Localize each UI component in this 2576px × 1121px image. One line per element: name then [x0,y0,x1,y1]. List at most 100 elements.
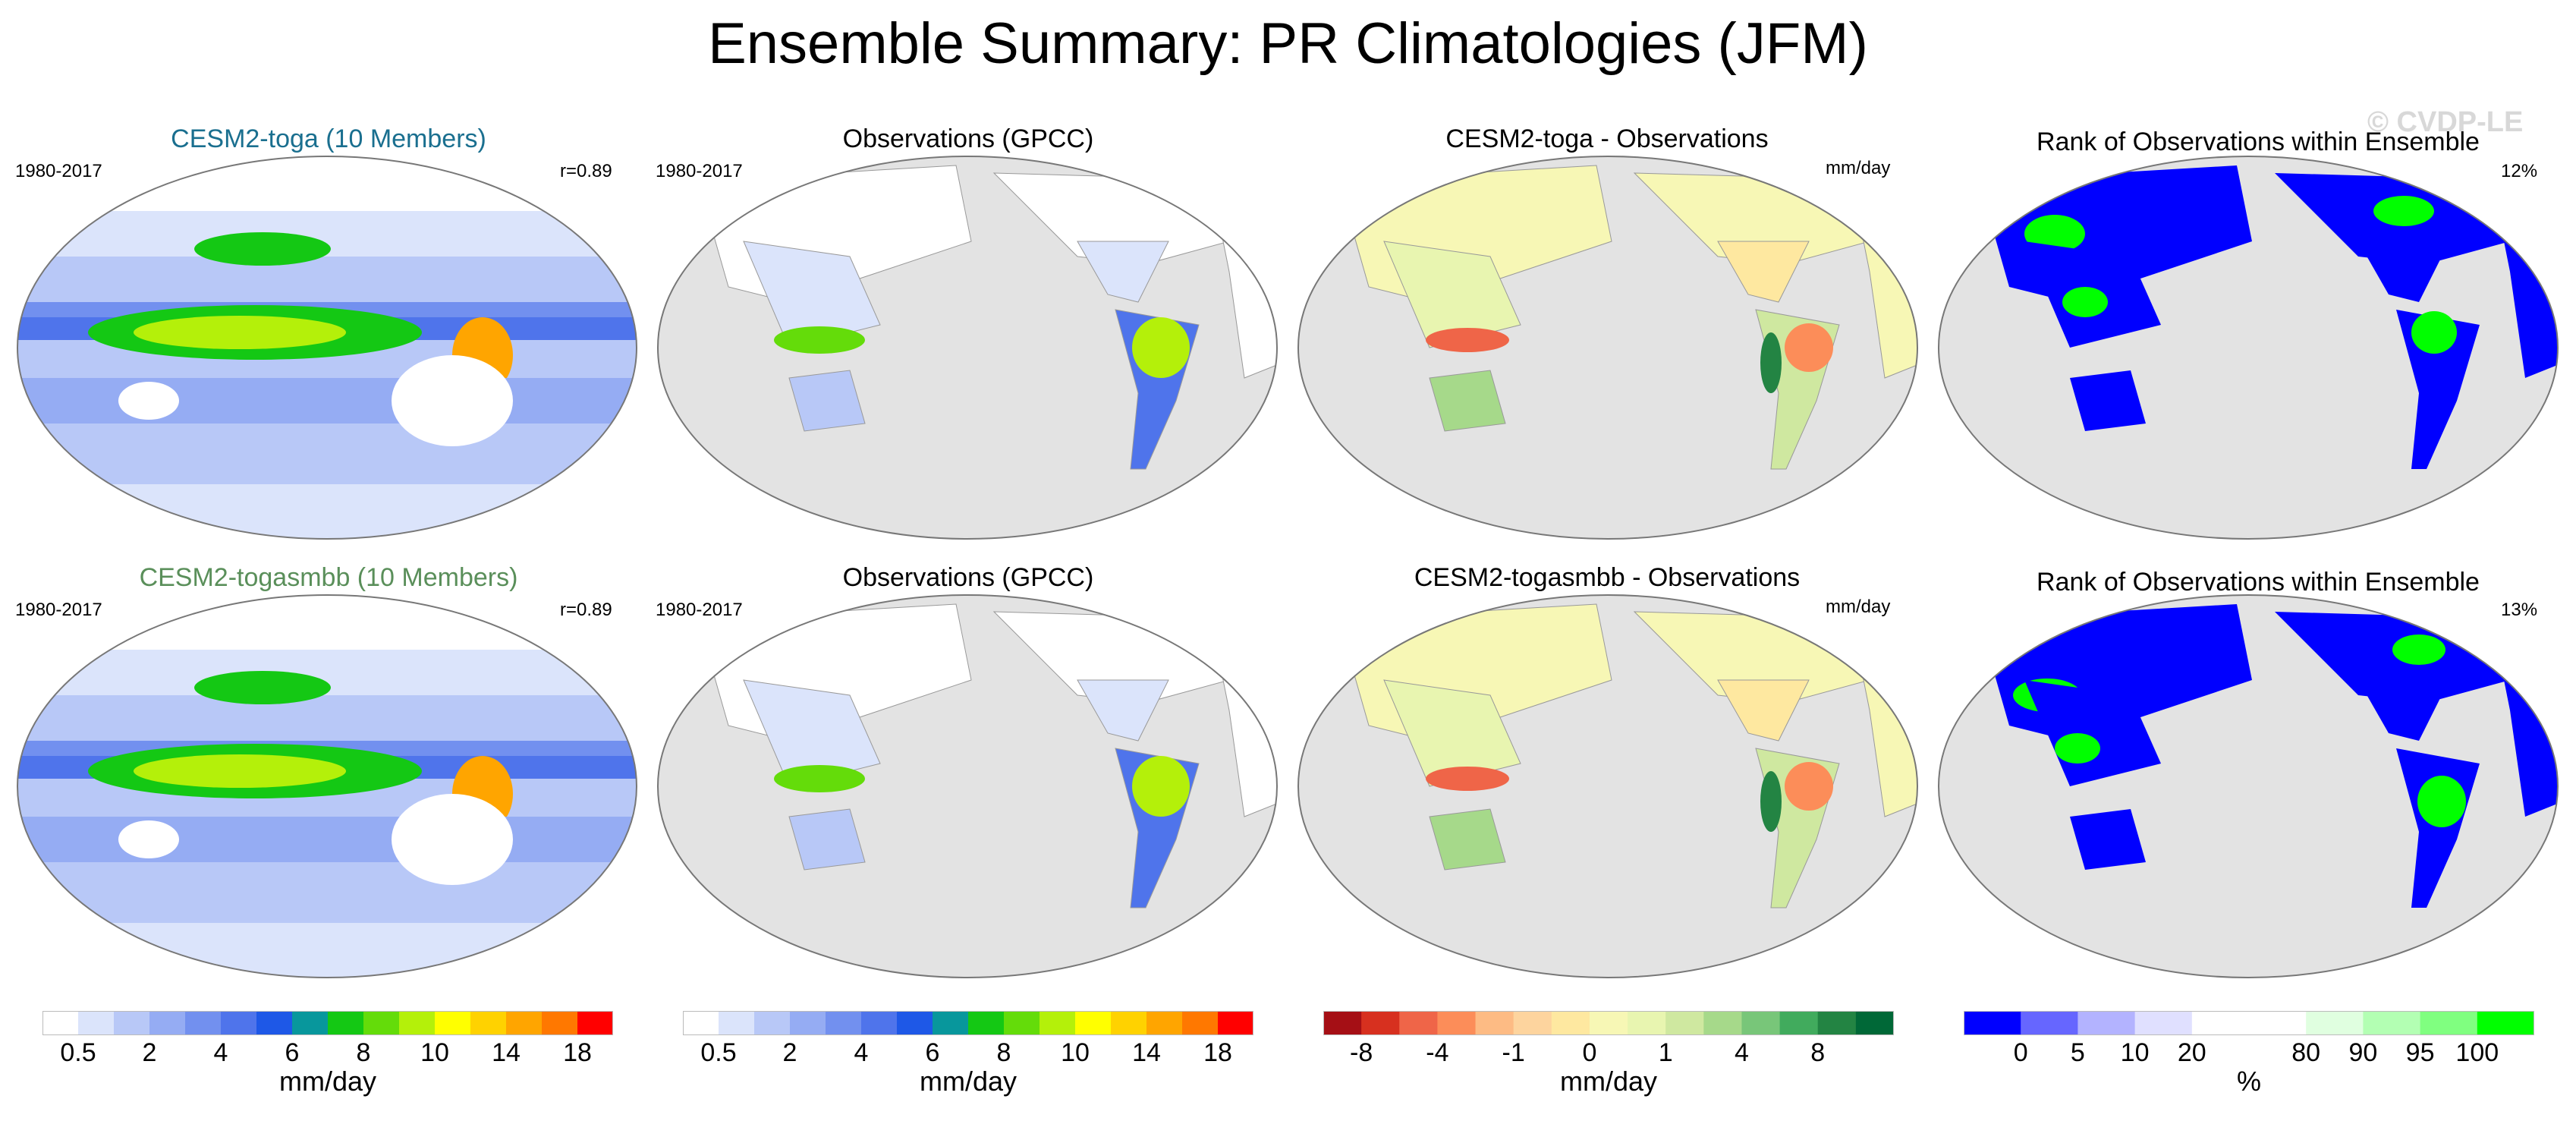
colorbar-tick-label: 95 [2405,1038,2435,1067]
colorbar-precip-model-units: mm/day [278,1066,377,1097]
watermark: © CVDP-LE [2367,106,2524,138]
colorbar-swatch [577,1011,614,1035]
diff-units-row1: mm/day [1826,158,1891,178]
colorbar-swatch [1551,1011,1590,1035]
colorbar-swatch [1964,1011,2021,1035]
colorbar-tick-label: 5 [2070,1038,2085,1067]
colorbar-swatch [42,1011,79,1035]
colorbar-swatch [1855,1011,1895,1035]
colorbar-frame [1323,1011,1894,1035]
model-corr-row2: r=0.89 [560,600,612,620]
colorbar-frame [1964,1011,2534,1035]
colorbar-swatch [256,1011,293,1035]
model-panel-title-row1: CESM2-toga (10 Members) [171,124,486,153]
colorbar-tick-label: 4 [854,1038,869,1067]
colorbar-swatch [506,1011,543,1035]
colorbar-swatch [754,1011,791,1035]
colorbar-swatch [2477,1011,2535,1035]
colorbar-tick-label: 6 [925,1038,940,1067]
colorbar-tick-label: 6 [285,1038,300,1067]
colorbar-diff-ticks: -8 -4 -1 0 1 4 8 [1323,1038,1894,1069]
colorbar-swatch [1817,1011,1857,1035]
colorbar-swatch [1437,1011,1477,1035]
colorbar-tick-label: 80 [2291,1038,2321,1067]
colorbar-swatch [826,1011,862,1035]
rank-pct-row2: 13% [2501,600,2538,620]
colorbar-swatch [114,1011,150,1035]
colorbar-swatch [1399,1011,1438,1035]
colorbar-precip-model [42,1011,614,1035]
colorbar-tick-label: 18 [563,1038,592,1067]
colorbar-swatch [1589,1011,1628,1035]
colorbar-swatch [542,1011,578,1035]
colorbar-tick-label: 8 [356,1038,371,1067]
colorbar-tick-label: 0.5 [700,1038,737,1067]
colorbar-swatch [221,1011,257,1035]
colorbar-swatch [1779,1011,1819,1035]
obs-period-row2: 1980-2017 [656,600,743,620]
colorbar-precip-obs-ticks: 0.5 2 4 6 8 10 14 18 [683,1038,1253,1069]
obs-period-row1: 1980-2017 [656,161,743,181]
colorbar-swatch [2134,1011,2193,1035]
colorbar-swatch [1004,1011,1040,1035]
colorbar-diff-units: mm/day [1559,1066,1658,1097]
colorbar-tick-label: -4 [1426,1038,1449,1067]
colorbar-swatch [2191,1011,2250,1035]
colorbar-swatch [968,1011,1005,1035]
colorbar-precip-obs-units: mm/day [919,1066,1018,1097]
colorbar-swatch [2420,1011,2478,1035]
colorbar-tick-label: -8 [1350,1038,1373,1067]
colorbar-tick-label: 10 [1061,1038,1090,1067]
obs-panel-title-row2: Observations (GPCC) [842,563,1094,592]
colorbar-frame [683,1011,1253,1035]
colorbar-tick-label: 0.5 [60,1038,96,1067]
colorbar-swatch [1475,1011,1514,1035]
colorbar-tick-label: 4 [1734,1038,1749,1067]
diff-panel-title-row2: CESM2-togasmbb - Observations [1414,563,1801,592]
colorbar-tick-label: 2 [782,1038,797,1067]
colorbar-swatch [1146,1011,1183,1035]
colorbar-rank [1964,1011,2535,1035]
colorbar-swatch [1323,1011,1362,1035]
colorbar-swatch [78,1011,115,1035]
map-rank-row1 [1938,156,2559,540]
map-obs-row2 [657,594,1278,978]
colorbar-rank-swatches [1964,1011,2535,1035]
colorbar-tick-label: 8 [1810,1038,1826,1067]
colorbar-swatch [149,1011,186,1035]
colorbar-swatch [363,1011,400,1035]
colorbar-swatch [683,1011,719,1035]
model-panel-title-row2: CESM2-togasmbb (10 Members) [139,563,518,592]
model-corr-row1: r=0.89 [560,161,612,181]
colorbar-swatch [1361,1011,1400,1035]
colorbar-diff-swatches [1323,1011,1895,1035]
diff-panel-title-row1: CESM2-toga - Observations [1445,124,1769,153]
colorbar-swatch [1182,1011,1219,1035]
colorbar-rank-ticks: 0 5 10 20 80 90 95 100 [1964,1038,2534,1069]
colorbar-swatch [790,1011,826,1035]
colorbar-tick-label: 18 [1203,1038,1232,1067]
colorbar-swatch [2077,1011,2136,1035]
colorbar-swatch [1628,1011,1666,1035]
figure-title: Ensemble Summary: PR Climatologies (JFM) [708,11,1868,76]
colorbar-swatch [2363,1011,2421,1035]
colorbar-tick-label: 20 [2177,1038,2206,1067]
diff-units-row2: mm/day [1826,597,1891,617]
colorbar-tick-label: 0 [2013,1038,2028,1067]
colorbar-tick-label: 90 [2348,1038,2378,1067]
colorbar-tick-label: 2 [142,1038,157,1067]
colorbar-rank-units: % [2236,1066,2261,1097]
colorbar-swatch [1703,1011,1742,1035]
rank-panel-title-row2: Rank of Observations within Ensemble [2037,568,2480,597]
colorbar-swatch [470,1011,507,1035]
map-diff-row1 [1297,156,1918,540]
colorbar-tick-label: 14 [492,1038,521,1067]
colorbar-tick-label: 8 [996,1038,1011,1067]
colorbar-precip-obs [683,1011,1254,1035]
colorbar-swatch [861,1011,898,1035]
colorbar-tick-label: 14 [1132,1038,1161,1067]
colorbar-precip-model-swatches [42,1011,614,1035]
colorbar-swatch [399,1011,436,1035]
colorbar-tick-label: 100 [2455,1038,2499,1067]
colorbar-diff [1323,1011,1895,1035]
